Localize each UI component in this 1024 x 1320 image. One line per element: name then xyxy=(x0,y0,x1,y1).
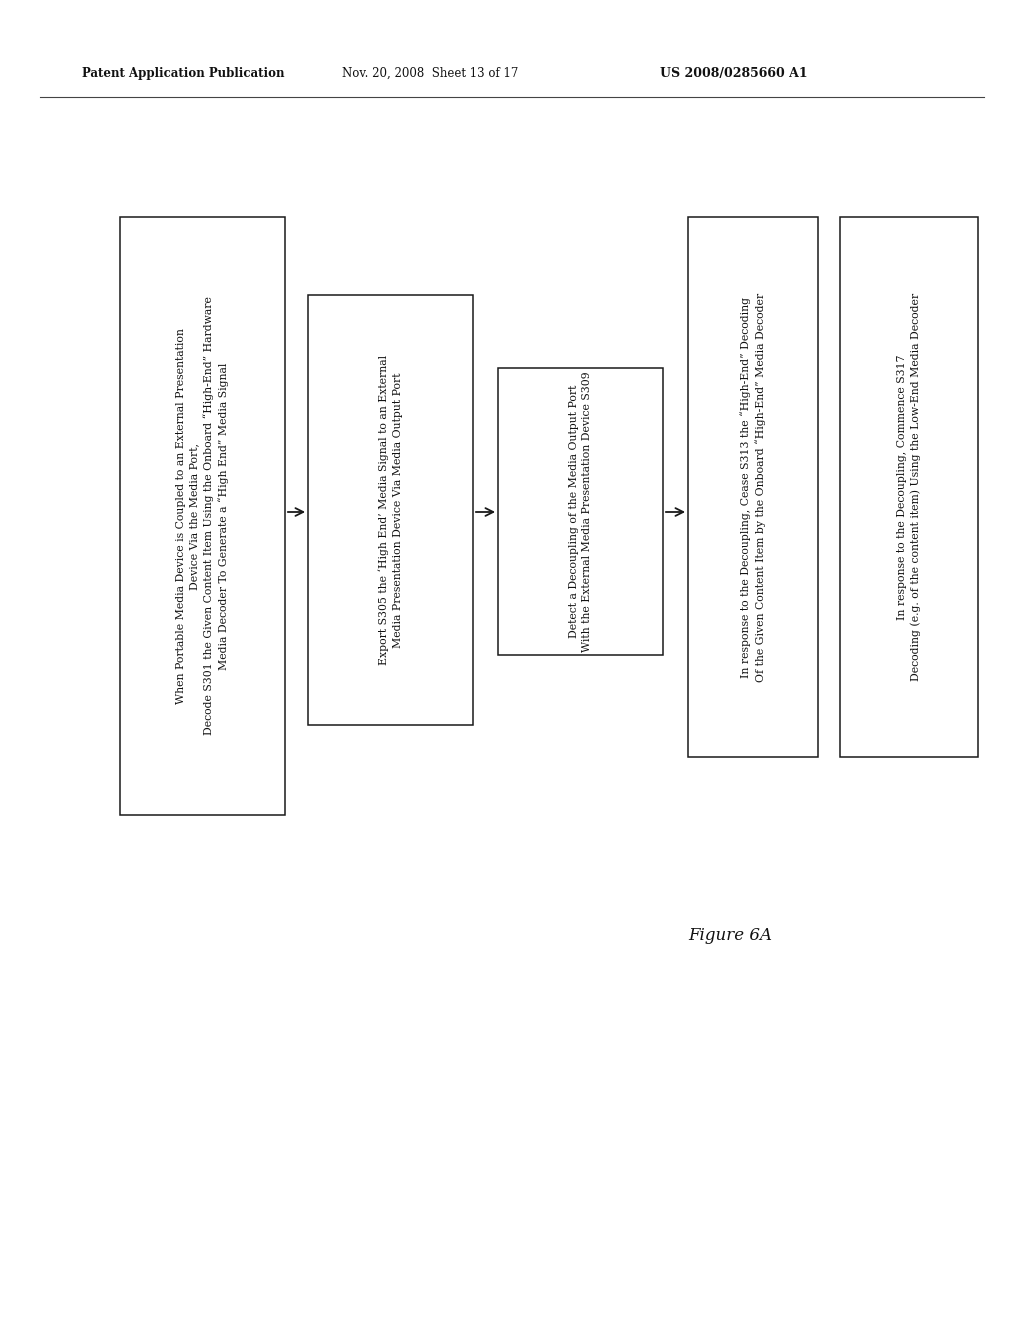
Bar xyxy=(840,216,978,756)
Text: When Portable Media Device is Coupled to an External Presentation
Device Via the: When Portable Media Device is Coupled to… xyxy=(176,297,229,735)
Text: In response to the Decoupling, Commence S317
Decoding (e.g. of the content item): In response to the Decoupling, Commence … xyxy=(897,293,922,681)
Text: US 2008/0285660 A1: US 2008/0285660 A1 xyxy=(660,66,808,79)
Text: Nov. 20, 2008  Sheet 13 of 17: Nov. 20, 2008 Sheet 13 of 17 xyxy=(342,66,518,79)
Bar xyxy=(308,294,473,725)
Text: Patent Application Publication: Patent Application Publication xyxy=(82,66,285,79)
Bar xyxy=(688,216,818,756)
Text: Export S305 the ‘High End’ Media Signal to an External
Media Presentation Device: Export S305 the ‘High End’ Media Signal … xyxy=(378,355,402,665)
Text: In response to the Decoupling, Cease S313 the “High-End” Decoding
Of the Given C: In response to the Decoupling, Cease S31… xyxy=(740,293,766,681)
Bar xyxy=(498,368,663,655)
Text: Figure 6A: Figure 6A xyxy=(688,927,772,944)
Text: Detect a Decoupling of the Media Output Port
With the External Media Presentatio: Detect a Decoupling of the Media Output … xyxy=(568,371,592,652)
Bar xyxy=(120,216,285,814)
